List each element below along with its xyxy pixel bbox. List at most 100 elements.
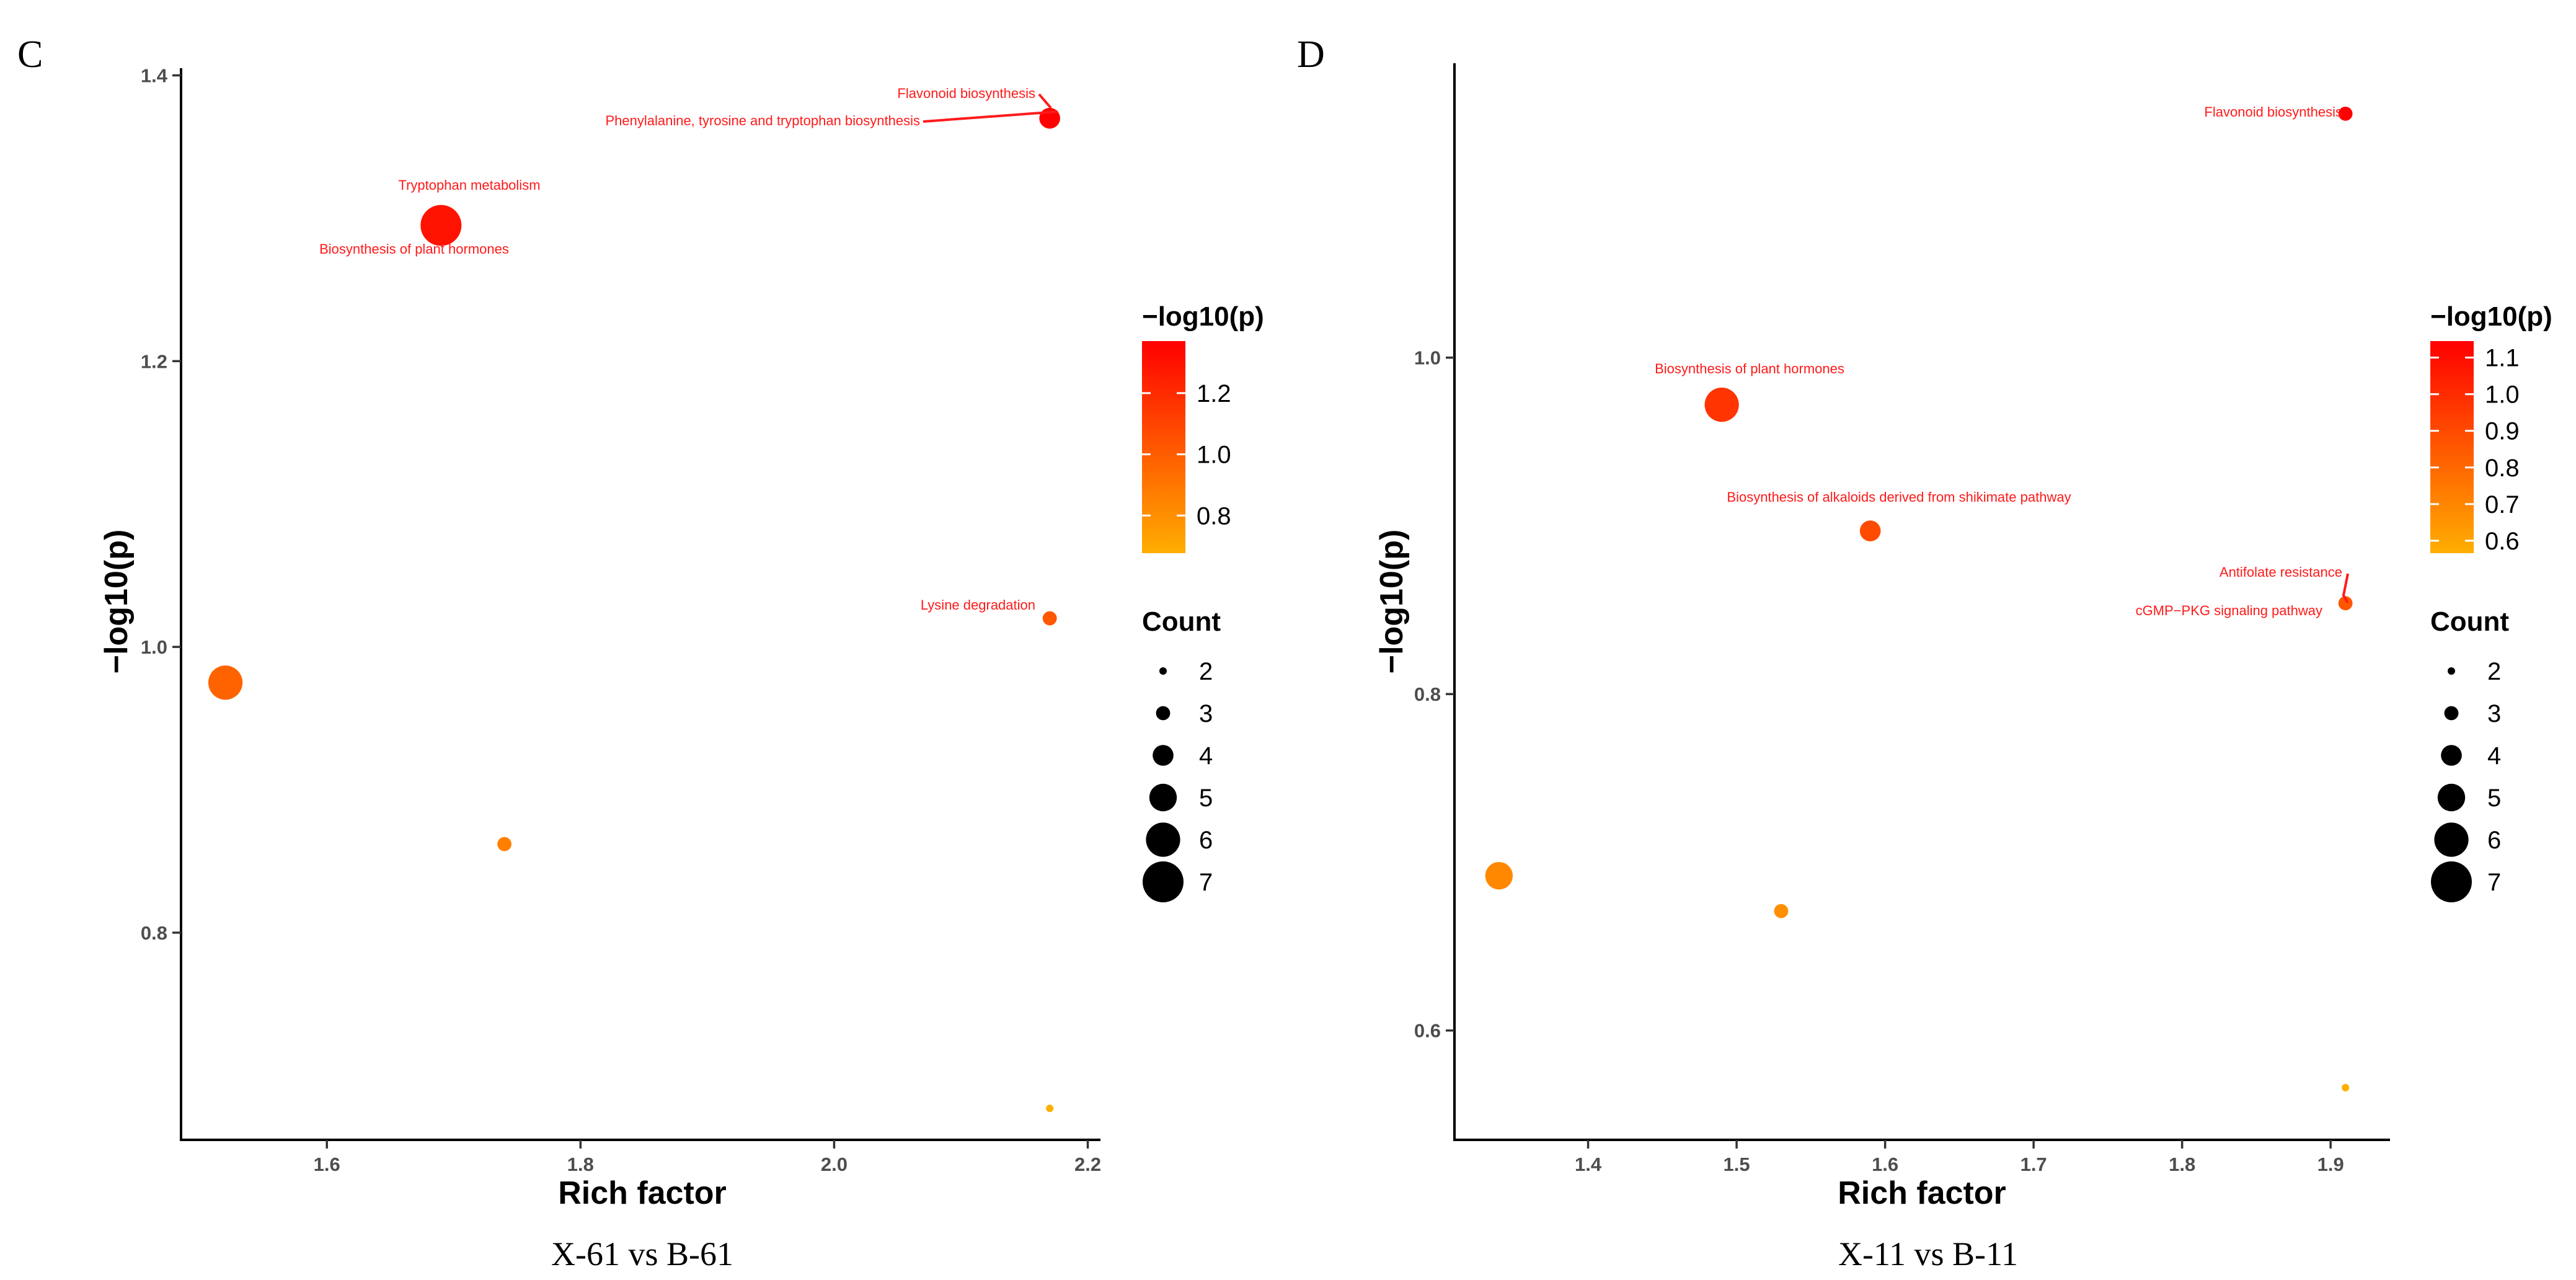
point-label: Antifolate resistance <box>2220 564 2342 580</box>
panel-c-axis-lines <box>180 68 1100 1141</box>
data-point <box>1859 520 1881 541</box>
size-legend-dot <box>1149 783 1177 812</box>
size-legend-label: 4 <box>1199 742 1213 770</box>
panel-c: C 1.6 1.8 2.0 2.2 0.8 1.0 1.2 1.4 Flavonoid bio… <box>17 33 1264 1273</box>
data-point <box>2342 1083 2350 1091</box>
panel-c-legend: −log10(p) 1.2 1.0 0.8 Count 2 3 4 5 6 7 <box>1142 301 1264 902</box>
x-tick-label: 1.7 <box>2021 1153 2047 1175</box>
data-point <box>1042 611 1057 626</box>
panel-c-colorbar-ticks: 1.2 1.0 0.8 <box>1142 380 1231 530</box>
panel-d-axes: 1.4 1.5 1.6 1.7 1.8 1.9 0.6 0.8 1.0 <box>1414 63 2390 1175</box>
panel-c-points <box>208 107 1060 1113</box>
panel-c-label: C <box>17 33 43 76</box>
point-label: Biosynthesis of plant hormones <box>1655 361 1844 376</box>
colorbar-tick-label: 0.8 <box>1197 502 1231 530</box>
x-tick-label: 1.5 <box>1724 1153 1750 1175</box>
size-legend-label: 6 <box>1199 827 1213 854</box>
size-legend-label: 2 <box>1199 658 1213 685</box>
panel-c-point-labels: Flavonoid biosynthesis Phenylalanine, tyr… <box>319 86 1058 613</box>
x-tick-label: 1.6 <box>314 1153 340 1175</box>
panel-d-size-legend: 2 3 4 5 6 7 <box>2431 658 2501 902</box>
y-tick-label: 1.0 <box>141 636 167 658</box>
point-label: cGMP−PKG signaling pathway <box>2136 603 2322 618</box>
panel-d-size-legend-title: Count <box>2430 607 2509 637</box>
point-label: Biosynthesis of alkaloids derived from s… <box>1727 489 2071 505</box>
data-point <box>1485 861 1513 890</box>
point-label: Flavonoid biosynthesis <box>2204 104 2342 120</box>
data-point <box>1046 1104 1054 1113</box>
panel-d-legend: −log10(p) 1.1 1.0 0.9 0.8 0.7 0.6 Count 2 3 4 5 6… <box>2430 301 2552 902</box>
size-legend-dot <box>1153 745 1174 766</box>
panel-c-colorbar <box>1142 341 1185 553</box>
panel-c-size-legend-title: Count <box>1142 607 1221 637</box>
size-legend-label: 3 <box>2487 700 2501 727</box>
x-tick-label: 1.8 <box>2169 1153 2195 1175</box>
panel-c-color-legend-title: −log10(p) <box>1142 301 1264 332</box>
colorbar-tick-label: 1.1 <box>2485 345 2520 372</box>
panel-c-axes: 1.6 1.8 2.0 2.2 0.8 1.0 1.2 1.4 <box>141 65 1101 1175</box>
size-legend-dot <box>1146 822 1180 857</box>
panel-c-x-axis-title: Rich factor <box>558 1175 727 1211</box>
size-legend-dot <box>1156 706 1171 721</box>
size-legend-dot <box>2448 667 2455 675</box>
panel-c-y-axis-title: −log10(p) <box>99 530 135 674</box>
size-legend-dot <box>2441 745 2462 766</box>
colorbar-tick-label: 1.2 <box>1197 380 1231 407</box>
panel-d-colorbar-ticks: 1.1 1.0 0.9 0.8 0.7 0.6 <box>2430 345 2520 555</box>
panel-d-colorbar <box>2430 341 2474 553</box>
colorbar-tick-label: 1.0 <box>1197 442 1231 469</box>
size-legend-dot <box>2434 822 2469 857</box>
y-tick-label: 0.8 <box>1414 683 1441 705</box>
y-tick-label: 0.6 <box>1414 1020 1441 1042</box>
size-legend-dot <box>2437 783 2466 812</box>
panel-d-color-legend-title: −log10(p) <box>2430 301 2552 332</box>
x-tick-label: 2.2 <box>1074 1153 1101 1175</box>
point-label: Flavonoid biosynthesis <box>897 86 1035 101</box>
panel-c-size-legend: 2 3 4 5 6 7 <box>1143 658 1213 902</box>
size-legend-dot <box>1143 861 1184 902</box>
label-leader-line <box>923 110 1058 123</box>
data-point <box>208 665 243 700</box>
panel-d-caption: X-11 vs B-11 <box>1838 1235 2018 1273</box>
colorbar-tick-label: 0.6 <box>2485 528 2520 555</box>
data-point <box>2338 106 2353 121</box>
size-legend-label: 7 <box>1199 869 1213 896</box>
size-legend-label: 7 <box>2487 869 2501 896</box>
data-point <box>2338 596 2353 611</box>
size-legend-dot <box>2444 706 2459 721</box>
panel-d-point-labels: Flavonoid biosynthesis Biosynthesis of pl… <box>1655 104 2349 618</box>
data-point <box>1774 904 1789 918</box>
panel-d: D 1.4 1.5 1.6 1.7 1.8 1.9 0.6 0.8 1.0 Flavonoid … <box>1297 33 2552 1273</box>
size-legend-label: 5 <box>1199 784 1213 812</box>
x-tick-label: 1.4 <box>1575 1153 1602 1175</box>
data-point <box>497 837 512 851</box>
x-tick-label: 1.9 <box>2317 1153 2344 1175</box>
colorbar-tick-label: 0.7 <box>2485 491 2520 518</box>
panel-d-y-axis-title: −log10(p) <box>1374 530 1410 674</box>
x-tick-label: 2.0 <box>821 1153 848 1175</box>
y-tick-label: 1.2 <box>141 350 167 372</box>
data-point <box>420 205 462 246</box>
x-tick-label: 1.8 <box>567 1153 594 1175</box>
y-tick-label: 1.0 <box>1414 347 1441 369</box>
panel-c-caption: X-61 vs B-61 <box>551 1235 733 1273</box>
label-leader-line <box>2342 573 2349 604</box>
size-legend-label: 6 <box>2487 827 2501 854</box>
size-legend-label: 3 <box>1199 700 1213 727</box>
size-legend-dot <box>2431 861 2472 902</box>
panel-d-axis-lines <box>1453 63 2390 1141</box>
point-label: Biosynthesis of plant hormones <box>319 241 509 257</box>
label-leader-line <box>1038 93 1052 109</box>
point-label: Lysine degradation <box>921 597 1035 613</box>
data-point <box>1704 388 1739 422</box>
point-label: Phenylalanine, tyrosine and tryptophan b… <box>605 113 920 128</box>
panel-d-points <box>1485 106 2353 1091</box>
colorbar-tick-label: 1.0 <box>2485 381 2520 409</box>
y-tick-label: 1.4 <box>141 65 168 87</box>
colorbar-tick-label: 0.8 <box>2485 455 2520 482</box>
point-label: Tryptophan metabolism <box>398 177 540 193</box>
panel-d-x-axis-title: Rich factor <box>1838 1175 2006 1211</box>
colorbar-tick-label: 0.9 <box>2485 418 2520 445</box>
size-legend-label: 2 <box>2487 658 2501 685</box>
